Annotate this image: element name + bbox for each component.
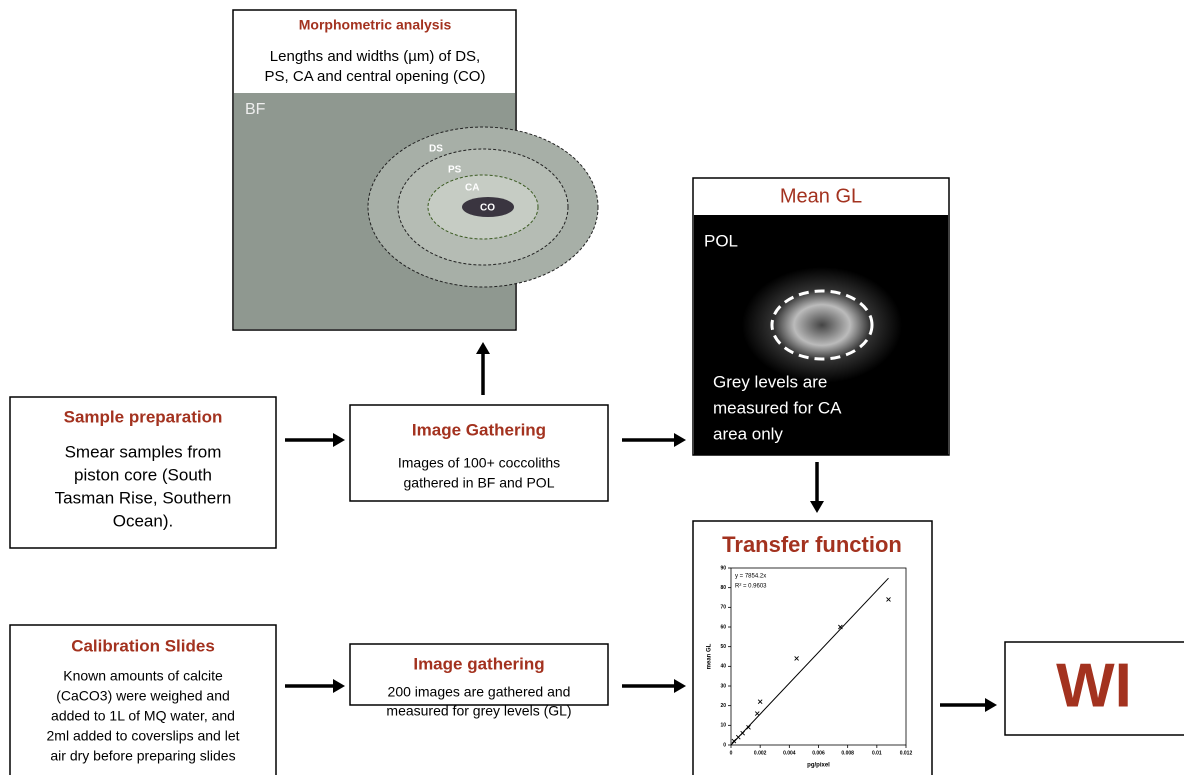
text-line: Smear samples from [65,442,222,461]
diagram: Morphometric analysis Lengths and widths… [0,0,1184,775]
text-line: air dry before preparing slides [50,748,235,764]
y-tick-label: 0 [723,742,726,748]
y-tick-label: 20 [720,703,726,709]
text-line: Images of 100+ coccoliths [398,455,560,471]
equation: y = 7854.2x [735,574,766,580]
y-tick-label: 50 [720,644,726,650]
title: Sample preparation [64,407,223,426]
image-label: BF [245,101,266,118]
title: Morphometric analysis [299,17,452,33]
y-tick-label: 90 [720,565,726,571]
x-axis-label: pg/pixel [807,763,830,769]
title: Transfer function [722,532,902,557]
page: {"morphometric": {"title": "Morphometric… [0,0,1184,775]
text-line: Ocean). [113,511,173,530]
r-squared: R² = 0.9603 [735,584,767,590]
y-tick-label: 30 [720,683,726,689]
title: Image gathering [413,654,544,673]
ring-label: CO [480,203,495,214]
text-line: (CaCO3) were weighed and [56,688,230,704]
y-tick-label: 40 [720,664,726,670]
text-line: added to 1L of MQ water, and [51,708,235,724]
ring-label: DS [429,144,443,155]
ring-label: PS [448,165,462,176]
text-line: 2ml added to coverslips and let [47,728,240,744]
result-label: WI [1056,651,1132,720]
text-line: Lengths and widths (µm) of DS, [270,48,480,65]
caption-line: Grey levels are [713,372,827,391]
title: Image Gathering [412,420,546,439]
text-line: measured for grey levels (GL) [386,703,571,719]
y-tick-label: 80 [720,585,726,591]
title: Mean GL [780,185,862,207]
caption-line: measured for CA [713,398,842,417]
text-line: Tasman Rise, Southern [55,488,232,507]
text-line: Known amounts of calcite [63,668,223,684]
text-line: 200 images are gathered and [388,684,571,700]
y-tick-label: 60 [720,624,726,630]
ring-label: CA [465,183,479,194]
transfer-function-box [693,521,932,775]
text-line: PS, CA and central opening (CO) [265,68,486,85]
y-tick-label: 10 [720,723,726,729]
text-line: gathered in BF and POL [404,475,555,491]
y-axis-label: mean GL [707,643,713,669]
x-tick-label: 0.004 [783,750,796,756]
pol-glow [742,267,902,383]
x-tick-label: 0.012 [900,750,913,756]
text-line: piston core (South [74,465,212,484]
x-tick-label: 0 [730,750,733,756]
x-tick-label: 0.008 [841,750,854,756]
y-tick-label: 70 [720,605,726,611]
x-tick-label: 0.01 [872,750,882,756]
caption-line: area only [713,424,783,443]
title: Calibration Slides [71,636,215,655]
image-label: POL [704,231,738,250]
x-tick-label: 0.002 [754,750,767,756]
x-tick-label: 0.006 [812,750,825,756]
